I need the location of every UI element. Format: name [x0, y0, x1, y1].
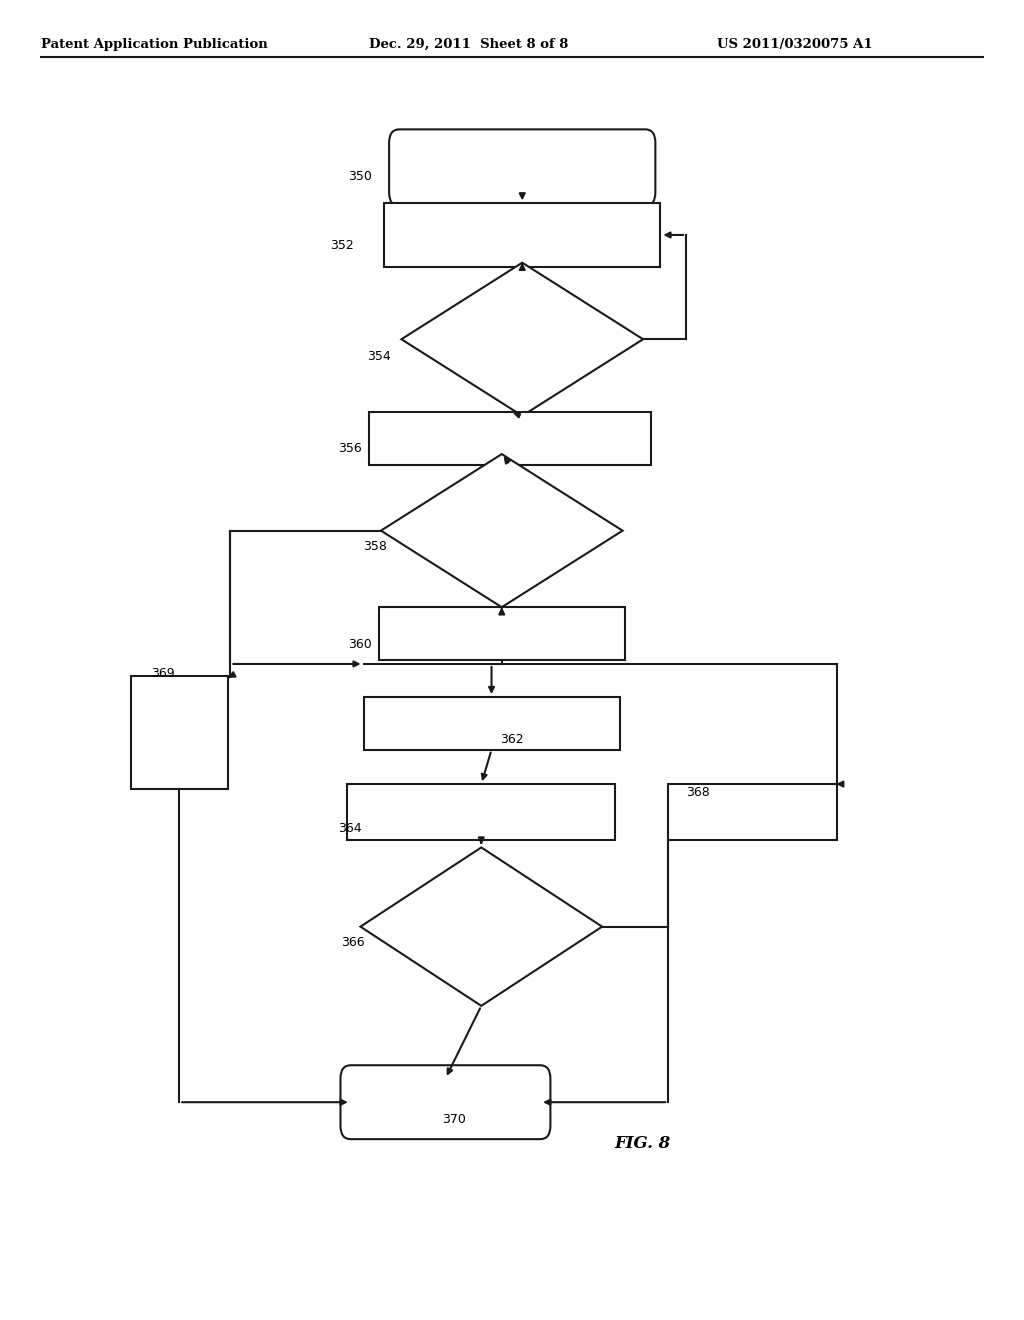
Bar: [384, 203, 660, 267]
Text: Patent Application Publication: Patent Application Publication: [41, 37, 267, 50]
Text: US 2011/0320075 A1: US 2011/0320075 A1: [717, 37, 872, 50]
Text: 360: 360: [348, 638, 372, 651]
Bar: [369, 412, 651, 465]
Text: 370: 370: [442, 1113, 466, 1126]
Text: 356: 356: [338, 442, 361, 455]
Text: 354: 354: [367, 350, 390, 363]
Bar: [347, 784, 615, 840]
FancyBboxPatch shape: [340, 1065, 551, 1139]
Text: 366: 366: [341, 936, 365, 949]
Bar: [131, 676, 227, 788]
Text: 368: 368: [686, 785, 710, 799]
Polygon shape: [381, 454, 623, 607]
Text: 350: 350: [348, 170, 372, 183]
Bar: [668, 784, 838, 840]
Polygon shape: [401, 263, 643, 416]
Text: 358: 358: [364, 540, 387, 553]
Bar: [364, 697, 620, 750]
Text: 362: 362: [500, 733, 523, 746]
Text: Dec. 29, 2011  Sheet 8 of 8: Dec. 29, 2011 Sheet 8 of 8: [369, 37, 568, 50]
Text: 369: 369: [152, 667, 175, 680]
Text: 352: 352: [330, 239, 353, 252]
FancyBboxPatch shape: [389, 129, 655, 206]
Text: FIG. 8: FIG. 8: [614, 1135, 671, 1152]
Polygon shape: [360, 847, 602, 1006]
Text: 364: 364: [338, 822, 361, 836]
Bar: [379, 607, 625, 660]
